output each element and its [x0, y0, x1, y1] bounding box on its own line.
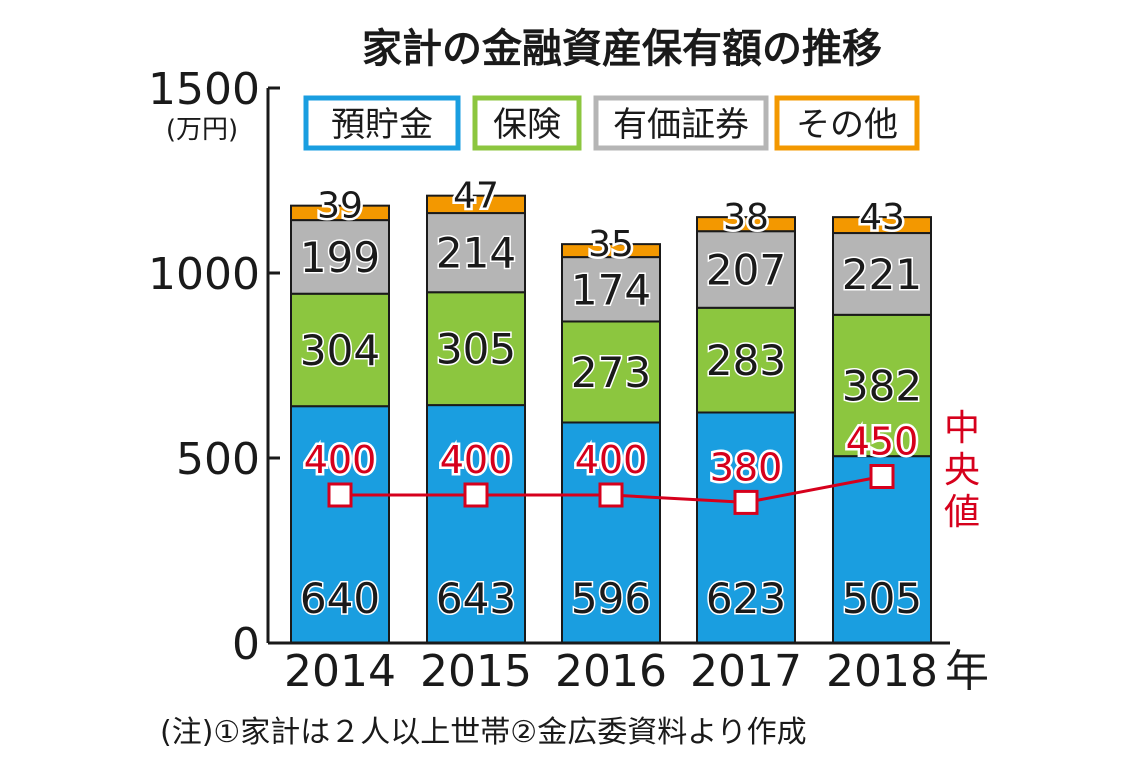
y-tick-label: 1000 [148, 249, 260, 300]
x-axis-suffix: 年 [945, 646, 989, 697]
median-title-char: 中 [944, 408, 980, 449]
legend: 預貯金 保険 有価証券 その他 [303, 95, 920, 151]
bar-segment [426, 404, 526, 644]
data-label: 304 [300, 326, 380, 375]
median-title-char: 央 [944, 450, 980, 491]
bar-segment [696, 216, 796, 233]
median-label: 380 [710, 445, 783, 489]
legend-box [303, 95, 461, 151]
data-label: 382 [842, 361, 922, 410]
data-label: 214 [436, 229, 516, 278]
x-tick-label: 2014 [284, 646, 396, 697]
median-point [463, 482, 489, 508]
x-axis: 2014 2015 2016 2017 2018 年 [268, 641, 989, 697]
data-label: 39 [317, 186, 363, 227]
legend-box [593, 95, 769, 151]
x-tick-label: 2016 [555, 646, 667, 697]
bar-segment [832, 232, 932, 316]
median-point [733, 489, 759, 515]
data-label: 38 [723, 197, 769, 238]
legend-label: 預貯金 [331, 105, 433, 145]
median-point [869, 464, 895, 489]
median-label: 400 [575, 438, 648, 482]
bar-segment [561, 421, 661, 645]
data-label: 174 [571, 265, 651, 314]
bar-segment [561, 243, 661, 259]
bar-segment [426, 291, 526, 407]
chart-title: 家計の金融資産保有額の推移 [362, 26, 882, 72]
data-label: 43 [859, 197, 905, 238]
median-line: 400 400 400 380 450 中央値 [301, 408, 980, 533]
bar-segment [426, 212, 526, 294]
footnote: (注)①家計は２人以上世帯②金広委資料より作成 [160, 715, 807, 750]
data-label: 35 [588, 224, 634, 265]
data-label: 199 [300, 233, 380, 282]
median-label: 400 [304, 438, 377, 482]
data-label: 283 [706, 336, 786, 385]
bar-segment [832, 216, 932, 235]
bar-segment [290, 204, 390, 222]
data-label: 505 [842, 574, 922, 623]
legend-label: 有価証券 [613, 105, 749, 145]
legend-box [472, 95, 582, 151]
legend-label: 保険 [493, 105, 561, 145]
data-label: 643 [436, 574, 516, 623]
data-label: 221 [842, 250, 922, 299]
x-tick-label: 2018 [826, 646, 938, 697]
median-point [327, 482, 353, 508]
x-tick-label: 2015 [420, 646, 532, 697]
y-axis-label: (万円) [166, 115, 238, 145]
data-label: 623 [706, 574, 786, 623]
data-label: 640 [300, 574, 380, 623]
median-label: 450 [846, 420, 919, 464]
bar-segment [561, 320, 661, 424]
bar-segment [696, 306, 796, 414]
bar-segment [561, 256, 661, 323]
y-tick-label: 500 [176, 434, 260, 485]
bar-segment [696, 230, 796, 309]
median-label: 400 [440, 438, 513, 482]
legend-box [774, 95, 920, 151]
y-axis: 0 500 1000 1500 [148, 64, 280, 670]
median-point [598, 482, 624, 508]
x-tick-label: 2017 [690, 646, 802, 697]
data-label: 207 [706, 245, 786, 294]
data-label: 305 [436, 325, 516, 374]
data-label: 47 [453, 176, 499, 217]
data-label: 596 [571, 574, 651, 623]
y-tick-label: 0 [232, 619, 260, 670]
bar-segment [426, 194, 526, 215]
median-title-char: 値 [944, 492, 980, 533]
legend-label: その他 [796, 105, 898, 145]
y-tick-label: 1500 [148, 64, 260, 115]
data-label: 273 [571, 348, 651, 397]
bar-segment [832, 313, 932, 458]
